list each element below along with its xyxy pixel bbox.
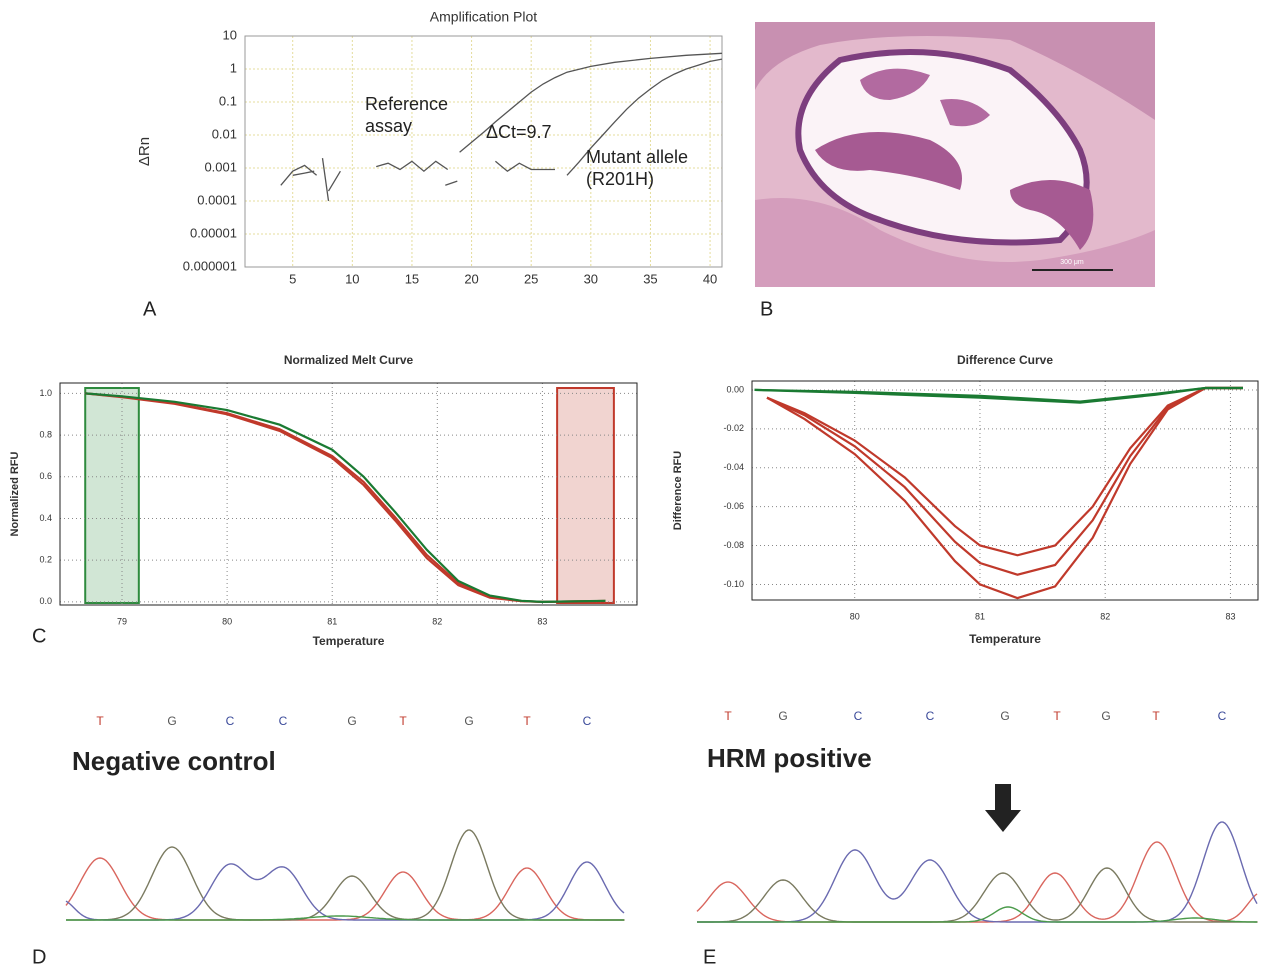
x-axis-label: Temperature xyxy=(313,634,385,648)
chromatogram-trace xyxy=(66,862,624,920)
base-call: C xyxy=(583,714,592,728)
x-tick-label: 25 xyxy=(524,271,538,286)
panel-label: A xyxy=(143,298,157,320)
x-tick-label: 82 xyxy=(1100,611,1110,621)
x-tick-label: 20 xyxy=(464,271,478,286)
base-call: C xyxy=(926,709,935,723)
data-line xyxy=(85,393,605,602)
chromatogram-trace xyxy=(66,858,624,920)
x-tick-label: 83 xyxy=(537,616,547,626)
annotation: Reference assay xyxy=(365,93,465,137)
base-call: G xyxy=(1000,709,1009,723)
panel-label: E xyxy=(703,946,716,968)
y-tick-label: 0.00001 xyxy=(190,225,237,240)
x-tick-label: 79 xyxy=(117,616,127,626)
panel-label: D xyxy=(32,946,46,968)
y-tick-label: -0.06 xyxy=(723,501,744,511)
y-tick-label: 0.6 xyxy=(39,471,52,481)
region xyxy=(85,388,139,603)
data-line xyxy=(85,393,605,602)
plot-frame xyxy=(60,383,637,605)
y-axis-label: Difference RFU xyxy=(672,451,684,531)
x-tick-label: 81 xyxy=(327,616,337,626)
annotation: ΔCt=9.7 xyxy=(486,121,606,143)
x-tick-label: 30 xyxy=(584,271,598,286)
histology-image xyxy=(755,22,1155,287)
chart-title: Amplification Plot xyxy=(430,9,537,25)
x-tick-label: 80 xyxy=(850,611,860,621)
x-tick-label: 82 xyxy=(432,616,442,626)
chart-title: Difference Curve xyxy=(957,353,1053,367)
annotation: Mutant allele (R201H) xyxy=(586,146,696,190)
x-tick-label: 10 xyxy=(345,271,359,286)
base-call: G xyxy=(778,709,787,723)
base-call: T xyxy=(96,714,104,728)
base-call: G xyxy=(464,714,473,728)
chromatogram-trace xyxy=(697,907,1257,922)
data-line xyxy=(755,388,1244,403)
y-axis-label: Normalized RFU xyxy=(9,451,21,536)
base-call: T xyxy=(523,714,531,728)
x-tick-label: 15 xyxy=(405,271,419,286)
y-tick-label: 0.01 xyxy=(212,126,237,141)
y-tick-label: 1 xyxy=(230,60,237,75)
scale-bar-label: 300 μm xyxy=(1060,259,1084,266)
y-tick-label: -0.10 xyxy=(723,579,744,589)
y-tick-label: 0.2 xyxy=(39,555,52,565)
chromatogram xyxy=(66,830,625,920)
base-call: C xyxy=(854,709,863,723)
y-axis-label: ΔRn xyxy=(136,137,153,166)
x-tick-label: 5 xyxy=(289,271,296,286)
y-tick-label: 1.0 xyxy=(39,388,52,398)
chromatogram-trace xyxy=(697,822,1257,922)
chromatogram-trace xyxy=(697,842,1257,922)
y-tick-label: 10 xyxy=(223,27,237,42)
figure: Amplification PlotΔRn1010.10.010.0010.00… xyxy=(0,0,1270,970)
data-line xyxy=(767,388,1243,598)
y-tick-label: -0.08 xyxy=(723,540,744,550)
y-tick-label: 0.1 xyxy=(219,93,237,108)
base-call: C xyxy=(1218,709,1227,723)
chromatogram-trace xyxy=(66,830,624,920)
x-tick-label: 35 xyxy=(643,271,657,286)
x-tick-label: 40 xyxy=(703,271,717,286)
arrow xyxy=(985,784,1021,832)
data-line xyxy=(85,393,605,602)
data-line xyxy=(767,388,1243,575)
base-call: T xyxy=(1053,709,1061,723)
base-call: C xyxy=(279,714,288,728)
plot-frame xyxy=(752,381,1258,600)
y-tick-label: 0.000001 xyxy=(183,258,237,273)
y-tick-label: 0.8 xyxy=(39,429,52,439)
y-tick-label: 0.4 xyxy=(39,513,52,523)
panel-label: B xyxy=(760,298,773,320)
sequence-title: HRM positive xyxy=(707,743,872,773)
x-tick-label: 83 xyxy=(1225,611,1235,621)
x-axis-label: Temperature xyxy=(969,632,1041,646)
region xyxy=(557,388,614,603)
data-line xyxy=(767,388,1243,555)
base-call: G xyxy=(167,714,176,728)
x-tick-label: 80 xyxy=(222,616,232,626)
base-call: G xyxy=(1101,709,1110,723)
base-call: T xyxy=(1152,709,1160,723)
base-call: G xyxy=(347,714,356,728)
sequence-title: Negative control xyxy=(72,746,276,776)
chromatogram xyxy=(697,822,1258,922)
y-tick-label: 0.0 xyxy=(39,596,52,606)
base-call: C xyxy=(226,714,235,728)
y-tick-label: 0.00 xyxy=(726,384,744,394)
x-tick-label: 81 xyxy=(975,611,985,621)
panel-label: C xyxy=(32,625,46,647)
chromatogram-trace xyxy=(697,868,1257,922)
base-call: T xyxy=(724,709,732,723)
y-tick-label: -0.04 xyxy=(723,462,744,472)
y-tick-label: 0.001 xyxy=(204,159,237,174)
y-tick-label: 0.0001 xyxy=(197,192,237,207)
chart-title: Normalized Melt Curve xyxy=(284,353,414,367)
y-tick-label: -0.02 xyxy=(723,423,744,433)
base-call: T xyxy=(399,714,407,728)
